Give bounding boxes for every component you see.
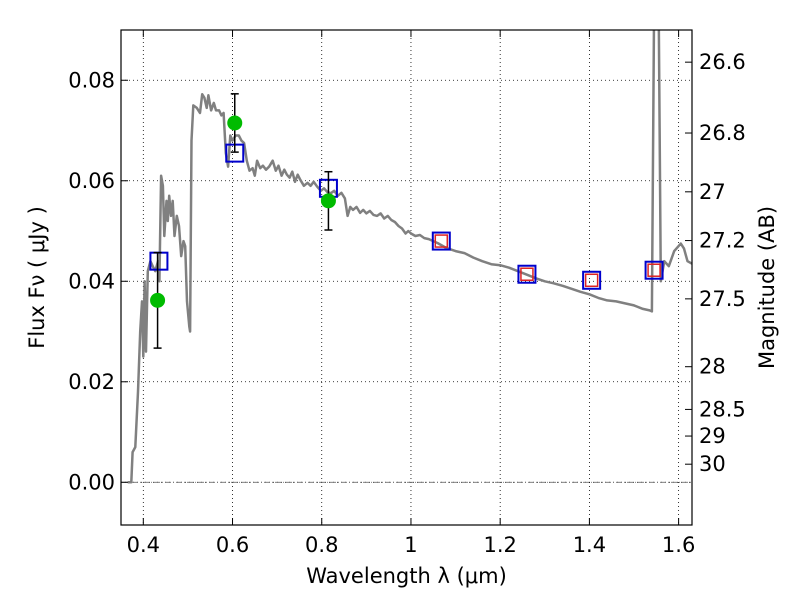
- grid-lines: [121, 30, 692, 525]
- observed-flux-point: [320, 193, 336, 209]
- x-tick-label: 0.4: [127, 533, 160, 557]
- plot-frame: [120, 29, 693, 526]
- model-photometry-square: [431, 231, 451, 251]
- axis-ticks: 0.4 0.6 0.8 1 1.2 1.4 1.6 0.00 0.02 0.04 0.06 0.08 2…: [68, 30, 746, 557]
- magnitude-tick-label: 28.5: [699, 397, 746, 421]
- observed-flux-point: [227, 115, 243, 131]
- y-tick-label: 0.04: [68, 269, 115, 293]
- magnitude-axis-label: Magnitude (AB): [755, 206, 779, 369]
- magnitude-tick-label: 26.6: [699, 50, 746, 74]
- y-tick-label: 0.02: [68, 370, 115, 394]
- x-tick-label: 1: [404, 533, 417, 557]
- predicted-photometry-square: [584, 273, 599, 288]
- model-sed-layer: [127, 30, 692, 484]
- magnitude-tick-label: 27.5: [699, 287, 746, 311]
- y-tick-label: 0.00: [68, 470, 115, 494]
- x-tick-label: 1.4: [573, 533, 606, 557]
- y-tick-label: 0.08: [68, 68, 115, 92]
- magnitude-tick-label: 26.8: [699, 121, 746, 145]
- y-tick-label: 0.06: [68, 169, 115, 193]
- magnitude-tick-label: 27: [699, 180, 726, 204]
- photometry-markers: [149, 93, 664, 349]
- magnitude-tick-label: 28: [699, 355, 726, 379]
- x-axis-label: Wavelength λ (μm): [306, 564, 507, 588]
- predicted-photometry-square: [434, 234, 449, 248]
- x-tick-label: 1.2: [483, 533, 516, 557]
- magnitude-tick-label: 30: [699, 452, 726, 476]
- model-photometry-square: [517, 264, 537, 284]
- observed-flux-point: [150, 292, 166, 308]
- predicted-photometry-square: [520, 267, 534, 281]
- y-axis-label: Flux Fν ( μJy ): [25, 206, 49, 349]
- x-tick-label: 1.6: [662, 533, 695, 557]
- magnitude-tick-label: 27.2: [699, 229, 746, 253]
- model-sed-line: [127, 30, 692, 484]
- x-tick-label: 0.8: [305, 533, 338, 557]
- model-photometry-square: [644, 260, 664, 280]
- magnitude-tick-label: 29: [699, 424, 726, 448]
- model-photometry-square: [582, 270, 602, 290]
- x-tick-label: 0.6: [216, 533, 249, 557]
- predicted-photometry-square: [647, 263, 661, 277]
